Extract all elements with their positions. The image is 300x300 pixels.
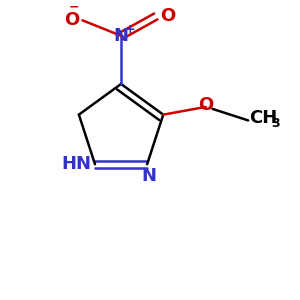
- Text: N: N: [114, 27, 129, 45]
- Text: O: O: [160, 7, 175, 25]
- Text: HN: HN: [61, 155, 91, 173]
- Text: CH: CH: [249, 110, 277, 128]
- Text: −: −: [69, 1, 80, 13]
- Text: N: N: [142, 167, 157, 185]
- Text: O: O: [64, 11, 80, 29]
- Text: +: +: [124, 22, 135, 35]
- Text: O: O: [198, 96, 213, 114]
- Text: 3: 3: [271, 117, 280, 130]
